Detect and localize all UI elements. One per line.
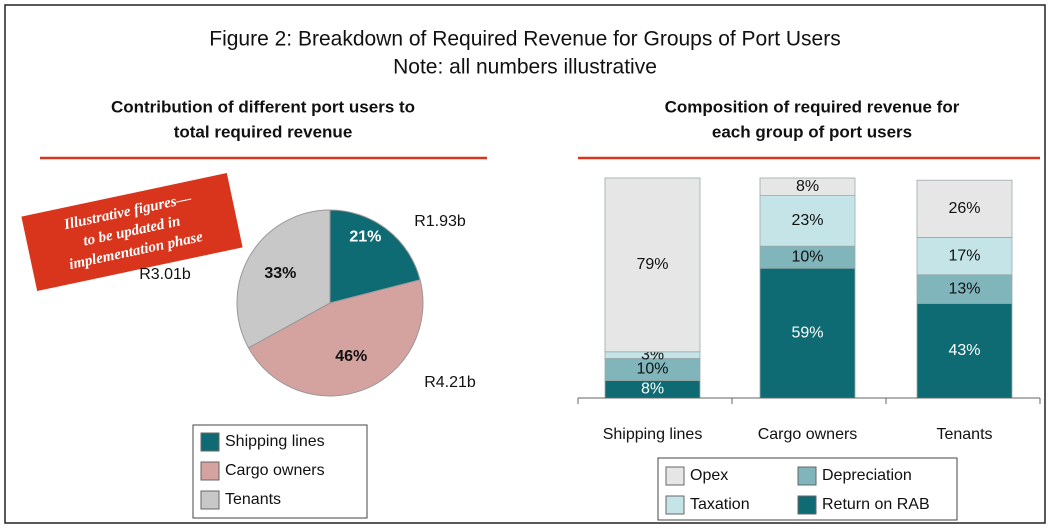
slice-label: 33% xyxy=(264,265,296,282)
bar-title: each group of port users xyxy=(712,122,912,141)
bar-title: Composition of required revenue for xyxy=(665,97,960,116)
figure-title: Figure 2: Breakdown of Required Revenue … xyxy=(209,28,840,51)
legend-label: Opex xyxy=(690,467,728,484)
legend-label: Return on RAB xyxy=(822,496,930,513)
bar-segment xyxy=(916,274,1013,304)
amount-label: R1.93b xyxy=(414,213,466,230)
bar-segment xyxy=(916,236,1013,276)
x-tick-label: Cargo owners xyxy=(758,426,858,443)
stamp: Illustrative figures— to be updated in i… xyxy=(21,172,243,292)
bar-segment xyxy=(759,195,856,247)
stamp-box xyxy=(21,172,243,292)
bar-segment xyxy=(759,267,856,399)
pie-title: total required revenue xyxy=(174,122,353,141)
legend-label: Taxation xyxy=(690,496,750,513)
pie-slice xyxy=(236,209,331,349)
segment-label: 8% xyxy=(796,178,819,195)
legend-swatch xyxy=(665,495,685,515)
legend-label: Tenants xyxy=(225,491,281,508)
x-tick-label: Tenants xyxy=(936,426,992,443)
legend-label: Cargo owners xyxy=(225,462,325,479)
amount-label: R3.01b xyxy=(139,266,191,283)
legend-swatch xyxy=(200,461,220,481)
segment-label: 59% xyxy=(791,324,823,341)
segment-label: 10% xyxy=(636,361,668,378)
pie-slice xyxy=(247,279,424,397)
bar-segment xyxy=(916,302,1013,399)
segment-label: 79% xyxy=(636,256,668,273)
slice-label: 46% xyxy=(335,348,367,365)
legend-swatch xyxy=(665,466,685,486)
legend-swatch xyxy=(200,432,220,452)
legend-label: Shipping lines xyxy=(225,433,325,450)
slice-label: 21% xyxy=(349,229,381,246)
segment-label: 10% xyxy=(791,248,823,265)
pie-title: Contribution of different port users to xyxy=(111,97,415,116)
legend-swatch xyxy=(797,495,817,515)
bar-segment xyxy=(604,177,701,353)
legend-label: Depreciation xyxy=(822,467,912,484)
amount-label: R4.21b xyxy=(424,374,476,391)
segment-label: 8% xyxy=(641,380,664,397)
pie-slice xyxy=(329,209,421,304)
segment-label: 43% xyxy=(948,342,980,359)
legend-swatch xyxy=(797,466,817,486)
segment-label: 13% xyxy=(948,280,980,297)
legend-box xyxy=(192,424,368,519)
segment-label: 17% xyxy=(948,247,980,264)
frame xyxy=(4,4,1046,524)
x-tick-label: Shipping lines xyxy=(603,426,703,443)
legend-swatch xyxy=(200,490,220,510)
bar-segment xyxy=(759,177,856,197)
segment-label: 23% xyxy=(791,212,823,229)
figure-subtitle: Note: all numbers illustrative xyxy=(393,56,657,79)
segment-label: 26% xyxy=(948,200,980,217)
bar-segment xyxy=(916,179,1013,238)
